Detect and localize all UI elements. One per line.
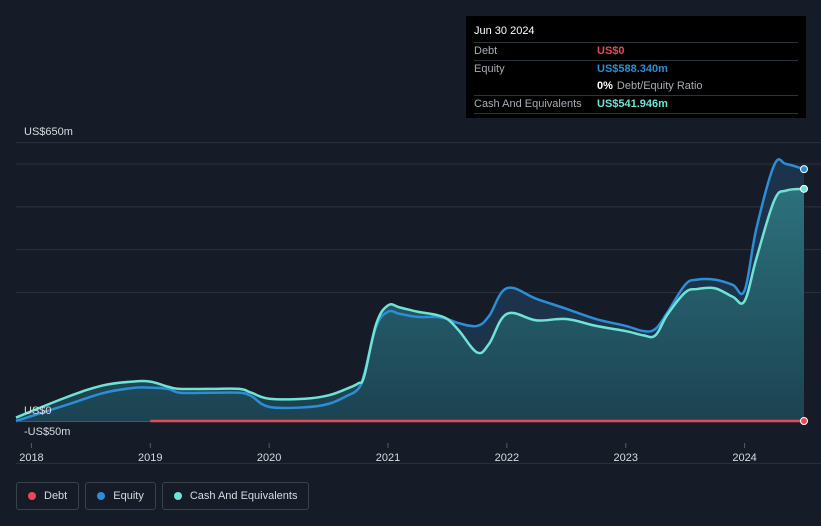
debt-end-marker: [800, 417, 808, 425]
tooltip-ratio-label: Debt/Equity Ratio: [616, 80, 703, 92]
legend-debt-label: Debt: [44, 490, 68, 502]
x-tick-label: 2024: [732, 452, 756, 464]
x-tick-label: 2018: [19, 452, 43, 464]
x-axis-labels: 2018 2019 2020 2021 2022 2023 2024: [19, 452, 757, 464]
legend-debt-dot-icon: [28, 492, 36, 500]
tooltip-date: Jun 30 2024: [474, 22, 798, 43]
tooltip-debt-label: Debt: [474, 45, 498, 57]
legend-item-debt[interactable]: Debt: [16, 482, 80, 510]
chart-legend: Debt Equity Cash And Equivalents: [16, 482, 310, 510]
tooltip-row-ratio: 0% Debt/Equity Ratio: [474, 78, 798, 96]
tooltip-equity-value: US$588.340m: [597, 63, 668, 75]
legend-item-cash[interactable]: Cash And Equivalents: [161, 482, 310, 510]
chart-areas: [16, 159, 804, 421]
legend-equity-dot-icon: [97, 492, 106, 500]
legend-cash-dot-icon: [173, 492, 182, 500]
tooltip-row-debt: Debt US$0: [474, 43, 798, 61]
x-tick-label: 2020: [257, 452, 281, 464]
cash-end-marker: [800, 184, 808, 193]
y-tick-label: US$0: [24, 405, 52, 417]
x-tick-label: 2019: [138, 452, 162, 464]
x-tick-label: 2022: [495, 452, 519, 464]
tooltip-ratio-value: 0%: [597, 80, 613, 92]
tooltip-cash-label: Cash And Equivalents: [474, 98, 582, 110]
end-markers: [800, 165, 808, 425]
legend-equity-label: Equity: [113, 490, 144, 502]
chart-lines: [15, 158, 805, 423]
y-tick-label: US$650m: [24, 126, 73, 138]
tooltip-cash-value: US$541.946m: [597, 98, 668, 110]
y-axis-labels: US$650m US$0 -US$50m: [24, 126, 73, 438]
y-tick-label: -US$50m: [24, 426, 70, 438]
legend-item-equity[interactable]: Equity: [85, 482, 156, 510]
tooltip-row-equity: Equity US$588.340m: [474, 61, 798, 78]
x-tick-label: 2023: [613, 452, 637, 464]
cash-area: [16, 188, 804, 421]
tooltip-debt-value: US$0: [597, 45, 625, 57]
tooltip-panel: Jun 30 2024 Debt US$0 Equity US$588.340m…: [466, 16, 806, 118]
legend-cash-label: Cash And Equivalents: [189, 490, 298, 502]
tooltip-equity-label: Equity: [474, 63, 505, 75]
equity-end-marker: [800, 165, 808, 174]
x-tick-label: 2021: [376, 452, 400, 464]
cash-line: [15, 187, 805, 419]
tooltip-row-cash: Cash And Equivalents US$541.946m: [474, 96, 798, 114]
